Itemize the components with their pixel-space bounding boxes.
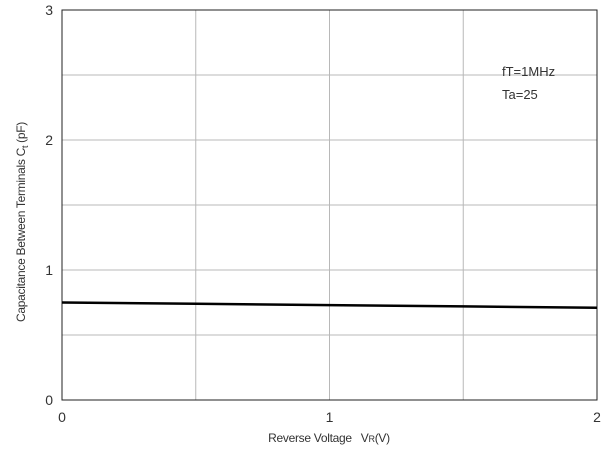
y-tick-label: 2 (45, 132, 53, 148)
x-axis-label: Reverse Voltage VR(V) (268, 431, 390, 445)
x-tick-label: 2 (593, 409, 601, 425)
x-tick-label: 1 (326, 409, 334, 425)
x-tick-labels: 0 1 2 (58, 409, 601, 425)
y-axis-label-subscript: t (20, 145, 30, 148)
capacitance-curve (61, 301, 598, 309)
y-tick-labels: 0 1 2 3 (45, 2, 53, 408)
y-tick-label: 3 (45, 2, 53, 18)
plot-frame (61, 9, 598, 401)
y-tick-label: 0 (45, 392, 53, 408)
x-axis-unit: (V) (375, 431, 390, 445)
y-axis-unit: (pF) (14, 122, 28, 143)
grid-lines (62, 10, 597, 400)
x-axis-symbol-subscript: R (369, 434, 376, 444)
annotation-temperature: Ta=25 (502, 87, 538, 102)
y-tick-label: 1 (45, 262, 53, 278)
series-layer (61, 301, 598, 309)
x-tick-label: 0 (58, 409, 66, 425)
x-axis-symbol: V (361, 431, 369, 445)
y-axis-label: Capacitance Between Terminals Ct (pF) (14, 122, 30, 322)
x-axis-label-text: Reverse Voltage (268, 431, 352, 445)
annotation-frequency: fT=1MHz (502, 64, 555, 79)
y-axis-label-text: Capacitance Between Terminals C (14, 147, 28, 322)
